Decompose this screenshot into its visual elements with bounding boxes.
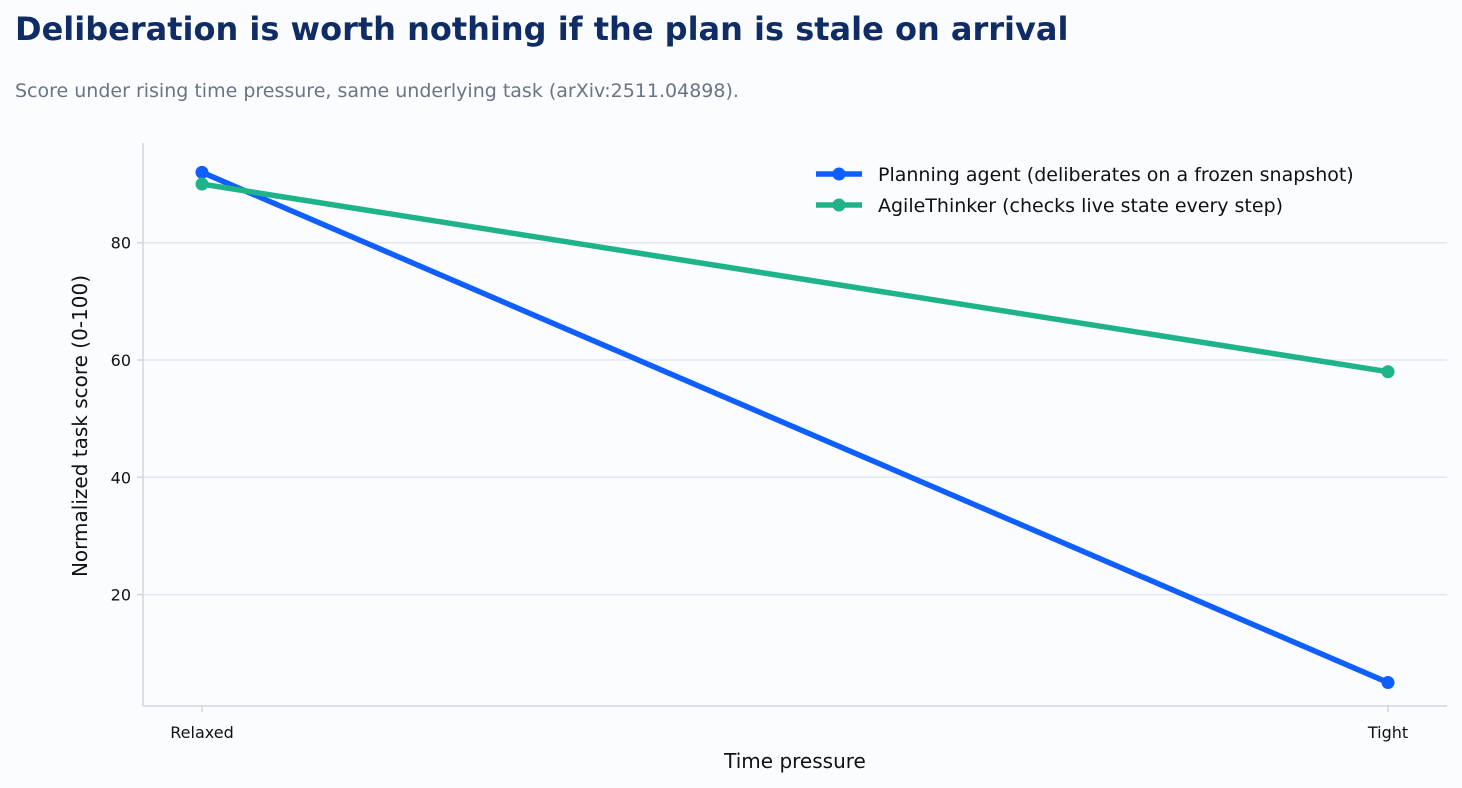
y-axis-label: Normalized task score (0-100) <box>68 275 92 577</box>
y-tick-label: 80 <box>111 234 131 253</box>
series-lines <box>195 165 1395 690</box>
data-point <box>1381 676 1395 690</box>
legend-label: Planning agent (deliberates on a frozen … <box>878 164 1354 186</box>
legend-label: AgileThinker (checks live state every st… <box>878 195 1283 217</box>
x-tick-label: Tight <box>1367 723 1408 742</box>
data-point <box>1381 365 1395 379</box>
y-axis-ticks: 20 40 60 80 <box>111 234 143 605</box>
legend: Planning agent (deliberates on a frozen … <box>816 164 1354 217</box>
series-line-0 <box>199 169 1391 686</box>
y-tick-label: 40 <box>111 468 131 487</box>
x-axis-label: Time pressure <box>723 749 866 773</box>
data-point <box>195 177 209 191</box>
legend-marker <box>832 198 846 212</box>
gridlines <box>143 241 1447 596</box>
y-tick-label: 60 <box>111 351 131 370</box>
data-point <box>195 165 209 179</box>
series-line-1 <box>199 181 1391 375</box>
legend-marker <box>832 167 846 181</box>
x-axis-ticks: Relaxed Tight <box>170 706 1408 742</box>
chart-title: Deliberation is worth nothing if the pla… <box>15 10 1069 48</box>
chart-subtitle: Score under rising time pressure, same u… <box>15 80 739 102</box>
y-tick-label: 20 <box>111 586 131 605</box>
x-tick-label: Relaxed <box>170 723 233 742</box>
